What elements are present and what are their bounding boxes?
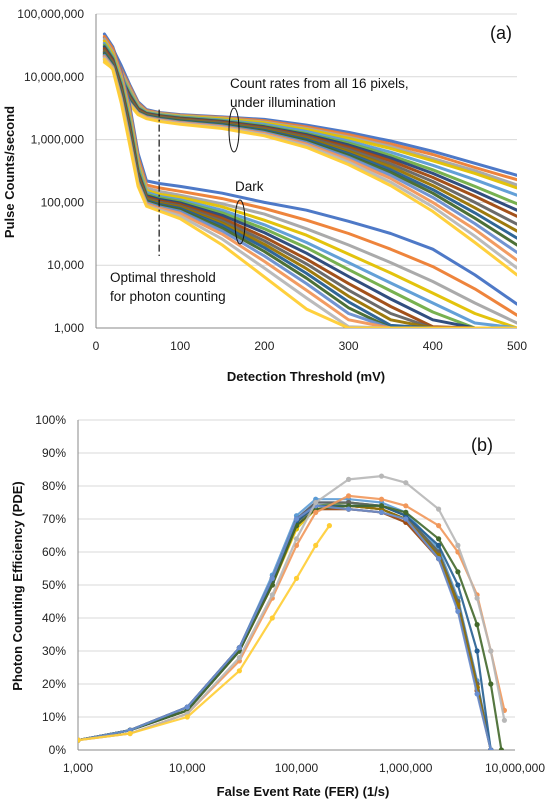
y-tick-label-b: 10% <box>42 710 66 724</box>
data-point <box>269 575 275 581</box>
y-tick-label-b: 30% <box>42 644 66 658</box>
annotation-threshold-line1: Optimal threshold <box>110 270 216 285</box>
annotation-illuminated-line1: Count rates from all 16 pixels, <box>230 76 409 91</box>
annotation-threshold-line2: for photon counting <box>110 289 226 304</box>
x-tick-label-a: 500 <box>507 339 527 353</box>
y-axis-label-a: Pulse Counts/second <box>2 106 17 238</box>
y-axis-label-b: Photon Counting Efficiency (PDE) <box>10 481 25 690</box>
x-tick-label-a: 100 <box>170 339 190 353</box>
data-point <box>474 595 480 601</box>
x-tick-label-a: 200 <box>254 339 274 353</box>
data-point <box>127 730 133 737</box>
y-tick-label-b: 80% <box>42 479 66 493</box>
series-line-dark <box>102 32 517 306</box>
data-point <box>403 509 409 515</box>
chart-a: 1,000 10,000 100,000 1,000,000 10,000,000 100… <box>2 7 527 384</box>
data-point <box>436 523 442 529</box>
data-point <box>474 648 480 654</box>
data-point <box>293 575 300 581</box>
panel-label-b: (b) <box>471 435 493 455</box>
data-point <box>474 622 480 628</box>
x-tick-label-b: 1,000 <box>63 761 93 775</box>
x-tick-label-b: 1,000,000 <box>379 761 433 775</box>
y-tick-label-a: 1,000 <box>54 321 84 335</box>
data-point <box>184 704 190 710</box>
data-point <box>184 714 190 720</box>
data-point <box>346 476 352 482</box>
y-tick-label-b: 100% <box>35 413 66 427</box>
data-point <box>326 523 332 529</box>
y-tick-label-b: 60% <box>42 545 66 559</box>
chart-b: 0% 10% 20% 30% 40% 50% 60% 70% 80% 90% 100% 1,000 10… <box>10 413 545 799</box>
data-point <box>498 747 504 750</box>
data-point <box>269 615 275 621</box>
series-line <box>78 504 492 750</box>
y-tick-label-b: 90% <box>42 446 66 460</box>
data-point <box>313 499 319 506</box>
data-point <box>269 592 275 598</box>
data-point <box>346 493 352 499</box>
x-axis-label-b: False Event Rate (FER) (1/s) <box>217 784 390 799</box>
data-point <box>378 509 385 515</box>
x-tick-label-b: 10,000,000 <box>485 761 545 775</box>
data-point <box>236 645 242 651</box>
x-tick-label-a: 400 <box>423 339 443 353</box>
data-point <box>455 582 461 588</box>
series-line <box>78 524 331 742</box>
data-point <box>378 473 385 479</box>
data-point <box>378 496 385 502</box>
x-tick-label-b: 10,000 <box>169 761 206 775</box>
dark-group-marker <box>234 199 246 245</box>
annotation-dark: Dark <box>235 179 264 194</box>
illuminated-group-marker <box>228 107 240 153</box>
y-tick-label-b: 70% <box>42 512 66 526</box>
y-tick-label-b: 40% <box>42 611 66 625</box>
data-point <box>293 536 300 542</box>
y-tick-label-b: 50% <box>42 578 66 592</box>
series-line <box>78 504 503 750</box>
data-point <box>501 717 507 723</box>
data-point <box>313 509 319 515</box>
data-point <box>236 655 242 661</box>
data-point <box>455 542 461 548</box>
y-tick-label-b: 20% <box>42 677 66 691</box>
data-point <box>236 668 242 674</box>
data-point <box>403 516 409 522</box>
data-point <box>403 480 409 486</box>
y-tick-label-b: 0% <box>49 743 67 757</box>
data-point <box>78 737 81 743</box>
y-tick-label-a: 10,000,000 <box>24 70 84 84</box>
series-line <box>78 474 506 742</box>
y-tick-label-a: 100,000 <box>41 195 85 209</box>
series-line-dark <box>102 57 517 328</box>
data-point <box>488 648 494 654</box>
series-line <box>78 501 492 750</box>
annotation-illuminated-line2: under illumination <box>230 95 336 110</box>
data-point <box>436 556 442 562</box>
data-point <box>313 542 319 548</box>
data-point <box>293 516 300 522</box>
data-point <box>474 691 480 697</box>
panel-label-a: (a) <box>490 23 512 43</box>
y-tick-label-a: 1,000,000 <box>31 133 85 147</box>
data-point <box>488 681 494 687</box>
x-axis-label-a: Detection Threshold (mV) <box>227 369 385 384</box>
x-tick-label-a: 300 <box>339 339 359 353</box>
x-tick-label-b: 100,000 <box>275 761 319 775</box>
data-point <box>488 747 494 750</box>
data-point <box>455 608 461 614</box>
y-tick-label-a: 10,000 <box>47 258 84 272</box>
data-point <box>436 542 442 548</box>
data-point <box>403 503 409 509</box>
data-point <box>436 506 442 512</box>
x-tick-label-a: 0 <box>93 339 100 353</box>
data-point <box>455 569 461 575</box>
y-tick-label-a: 100,000,000 <box>17 7 84 21</box>
data-point <box>436 536 442 542</box>
data-point <box>346 506 352 512</box>
data-point <box>378 503 385 509</box>
